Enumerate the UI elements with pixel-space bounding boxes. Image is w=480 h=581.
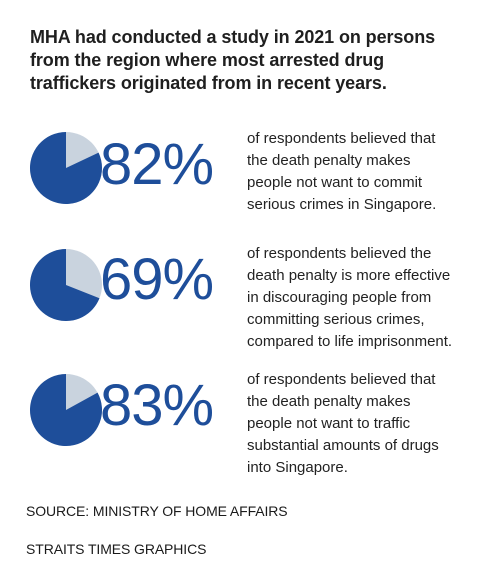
pie-value-slice-3 bbox=[30, 374, 102, 446]
pie-chart-2 bbox=[30, 249, 102, 321]
description-3: of respondents believed that the death p… bbox=[247, 371, 439, 476]
headline: MHA had conducted a study in 2021 on per… bbox=[30, 27, 436, 93]
percentage-1: 82% bbox=[100, 132, 214, 197]
pie-value-slice-1 bbox=[30, 132, 102, 204]
pie-chart-3 bbox=[30, 374, 102, 446]
pie-chart-1 bbox=[30, 132, 102, 204]
description-2: of respondents believed the death penalt… bbox=[247, 245, 453, 350]
source-note: SOURCE: MINISTRY OF HOME AFFAIRS bbox=[26, 503, 288, 519]
percentage-3: 83% bbox=[100, 373, 214, 438]
graphics-credit: STRAITS TIMES GRAPHICS bbox=[26, 541, 207, 557]
description-1: of respondents believed that the death p… bbox=[247, 130, 437, 213]
percentage-2: 69% bbox=[100, 247, 214, 312]
pie-value-slice-2 bbox=[30, 249, 100, 321]
